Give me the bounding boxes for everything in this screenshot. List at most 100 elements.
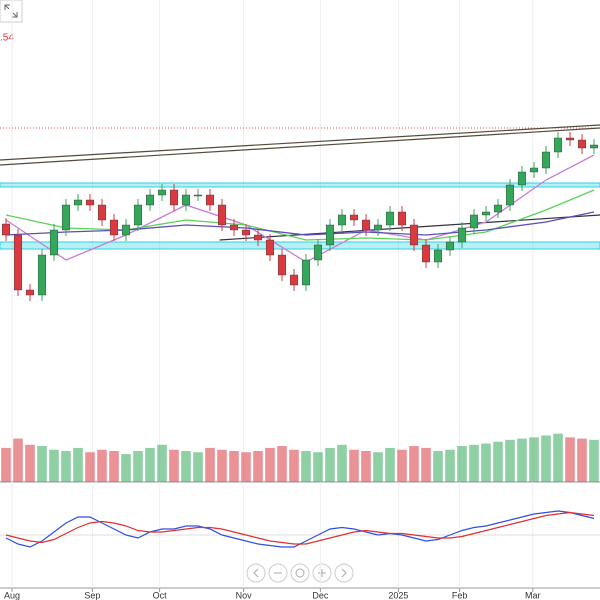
- candle-body: [145, 194, 155, 206]
- volume-bar: [313, 452, 323, 482]
- volume-bar: [373, 452, 383, 482]
- candle-body: [1, 223, 11, 236]
- volume-bar: [517, 438, 527, 482]
- volume-bar: [445, 449, 455, 482]
- volume-bar: [205, 447, 215, 482]
- candle-body: [49, 229, 59, 256]
- nav-icons: [253, 568, 347, 578]
- candle-body: [229, 224, 239, 231]
- volume-bar: [61, 451, 71, 482]
- volume-bar: [469, 444, 479, 482]
- volume-bar: [253, 451, 263, 482]
- candle-body: [397, 211, 407, 226]
- candle-body: [385, 211, 395, 226]
- volume-bar: [229, 451, 239, 482]
- zone: [0, 182, 600, 188]
- volume-bar: [385, 447, 395, 482]
- volume-bar: [73, 447, 83, 482]
- volume-bar: [289, 449, 299, 482]
- expand-icon: [4, 4, 18, 18]
- candle-body: [565, 137, 575, 141]
- volume-bar: [505, 439, 515, 482]
- x-tick-label: Oct: [153, 590, 168, 600]
- candle-body: [217, 204, 227, 226]
- volume-bar: [169, 449, 179, 482]
- trend-line: [219, 214, 600, 241]
- candle-body: [529, 167, 539, 173]
- candle-body: [313, 244, 323, 261]
- x-tick-label: Nov: [236, 590, 253, 600]
- candle-body: [265, 239, 275, 256]
- trend-line: [0, 127, 600, 166]
- volume-bar: [97, 449, 107, 482]
- volume-bar: [145, 447, 155, 482]
- candle-body: [301, 259, 311, 286]
- volume-bar: [589, 439, 599, 482]
- reset[interactable]: [290, 563, 310, 583]
- candle-body: [121, 224, 131, 236]
- scroll-right[interactable]: [334, 563, 354, 583]
- volume-bar: [397, 449, 407, 482]
- volume-bar: [241, 452, 251, 482]
- candle-body: [325, 224, 335, 246]
- volume-bar: [325, 447, 335, 482]
- volume-bar: [541, 435, 551, 482]
- volume-bar: [37, 446, 47, 482]
- volume-bar: [529, 437, 539, 482]
- candle-body: [181, 194, 191, 206]
- volume-bar: [193, 452, 203, 482]
- candle-body: [205, 194, 215, 206]
- candle-body: [277, 254, 287, 276]
- candle-body: [133, 204, 143, 226]
- candle-body: [553, 137, 563, 153]
- candle-body: [481, 211, 491, 216]
- volume-bar: [265, 447, 275, 482]
- candle-body: [193, 194, 203, 197]
- reset-icon: [295, 568, 305, 578]
- candle-body: [25, 289, 35, 296]
- candle-body: [433, 249, 443, 263]
- candle-body: [445, 241, 455, 251]
- candle-body: [589, 144, 599, 149]
- volume-bar: [349, 449, 359, 482]
- candle-body: [97, 204, 107, 221]
- candle-body: [289, 274, 299, 286]
- x-tick-label: 2025: [388, 590, 408, 600]
- volume-bar: [565, 437, 575, 482]
- volume-bar: [133, 451, 143, 482]
- x-tick-label: Aug: [4, 590, 20, 600]
- volume-bar: [157, 444, 167, 482]
- volume-bar: [433, 451, 443, 482]
- volume-bar: [109, 451, 119, 482]
- x-tick-label: Dec: [312, 590, 329, 600]
- price-label: .54: [0, 33, 14, 44]
- volume-bar: [481, 443, 491, 482]
- volume-bar: [13, 438, 23, 482]
- candle-body: [517, 171, 527, 186]
- volume-bar: [25, 444, 35, 482]
- volume-bar: [85, 452, 95, 482]
- candle-body: [109, 219, 119, 236]
- candle-body: [73, 199, 83, 206]
- candle-body: [541, 151, 551, 169]
- candle-body: [421, 244, 431, 263]
- candle-body: [349, 214, 359, 221]
- expand-button[interactable]: [0, 0, 23, 23]
- zone: [0, 241, 600, 250]
- macd-line: [5, 511, 595, 545]
- moving-average: [5, 211, 595, 236]
- x-tick-label: Mar: [525, 590, 541, 600]
- volume-bar: [49, 449, 59, 482]
- volume-bar: [409, 446, 419, 482]
- volume-bar: [553, 433, 563, 482]
- nav-buttons: [246, 563, 354, 583]
- candle-body: [61, 204, 71, 231]
- scroll-left[interactable]: [246, 563, 266, 583]
- volume-bar: [577, 438, 587, 482]
- volume-bar: [457, 446, 467, 482]
- candle-body: [505, 184, 515, 206]
- volume-bar: [301, 451, 311, 482]
